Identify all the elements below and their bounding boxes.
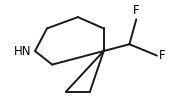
- Text: F: F: [133, 4, 140, 17]
- Text: F: F: [159, 49, 165, 62]
- Text: HN: HN: [14, 45, 32, 58]
